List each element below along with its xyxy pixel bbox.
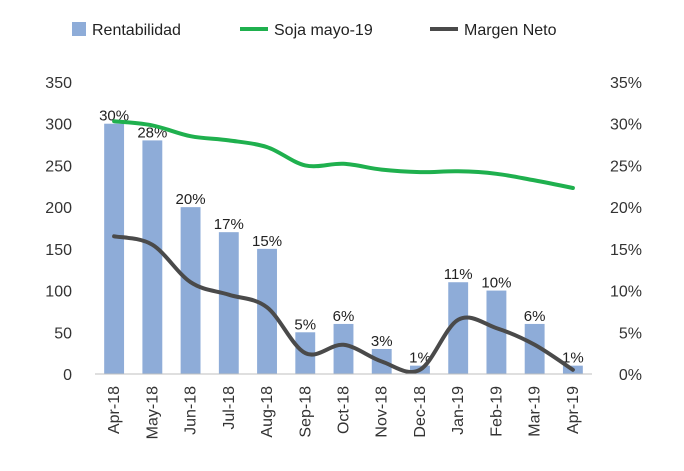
right-tick-label: 5% bbox=[619, 325, 642, 342]
bar-data-label: 6% bbox=[524, 308, 546, 325]
bar-jan-19 bbox=[448, 282, 469, 374]
x-tick-label: May-18 bbox=[144, 386, 161, 439]
bar-data-label: 20% bbox=[176, 191, 206, 208]
x-tick-label: Jun-18 bbox=[183, 386, 200, 435]
bar-apr-18 bbox=[104, 123, 125, 374]
legend-label-soja: Soja mayo-19 bbox=[274, 22, 373, 39]
left-tick-label: 300 bbox=[45, 117, 72, 134]
bar-feb-19 bbox=[486, 290, 507, 374]
bar-data-label: 3% bbox=[371, 333, 393, 350]
left-axis-ticks: 0 50 100 150 200 250 300 350 bbox=[45, 75, 72, 384]
left-tick-label: 50 bbox=[54, 325, 72, 342]
x-tick-label: Oct-18 bbox=[336, 386, 353, 434]
bar-series bbox=[104, 123, 583, 374]
bar-data-label: 10% bbox=[481, 275, 511, 292]
right-tick-label: 15% bbox=[610, 242, 642, 259]
bar-data-label: 1% bbox=[562, 350, 584, 367]
bar-data-label: 6% bbox=[333, 308, 355, 325]
line-series bbox=[112, 119, 575, 375]
bar-aug-18 bbox=[257, 248, 277, 374]
bar-mar-19 bbox=[524, 323, 545, 374]
bar-data-label: 17% bbox=[214, 216, 244, 233]
left-tick-label: 200 bbox=[45, 200, 72, 217]
bar-data-label: 5% bbox=[294, 316, 316, 333]
left-tick-label: 250 bbox=[45, 158, 72, 175]
bar-data-label: 15% bbox=[252, 233, 282, 250]
x-tick-label: Jan-19 bbox=[450, 386, 467, 435]
x-tick-label: Apr-19 bbox=[565, 386, 582, 434]
left-tick-label: 350 bbox=[45, 75, 72, 92]
bar-may-18 bbox=[142, 140, 163, 374]
left-tick-label: 150 bbox=[45, 242, 72, 259]
bar-oct-18 bbox=[333, 323, 354, 374]
right-axis-ticks: 0% 5% 10% 15% 20% 25% 30% 35% bbox=[610, 75, 642, 384]
right-tick-label: 10% bbox=[610, 284, 642, 301]
right-tick-label: 30% bbox=[610, 117, 642, 134]
right-tick-label: 20% bbox=[610, 200, 642, 217]
x-tick-label: Sep-18 bbox=[297, 386, 314, 438]
x-tick-label: Dec-18 bbox=[412, 386, 429, 438]
left-tick-label: 0 bbox=[63, 367, 72, 384]
bar-data-label: 11% bbox=[444, 266, 473, 283]
right-tick-label: 0% bbox=[619, 367, 642, 384]
x-tick-label: Nov-18 bbox=[374, 386, 391, 438]
legend: Rentabilidad Soja mayo-19 Margen Neto bbox=[72, 22, 557, 39]
bar-jul-18 bbox=[218, 232, 239, 374]
x-tick-label: Aug-18 bbox=[259, 386, 276, 438]
x-tick-label: Feb-19 bbox=[488, 386, 505, 437]
right-tick-label: 25% bbox=[610, 158, 642, 175]
x-axis-ticks: Apr-18 May-18 Jun-18 Jul-18 Aug-18 Sep-18 Oct-… bbox=[106, 386, 582, 439]
right-tick-label: 35% bbox=[610, 75, 642, 92]
x-tick-label: Jul-18 bbox=[221, 386, 238, 430]
soja-mayo-19-line bbox=[112, 119, 575, 190]
legend-label-rentabilidad: Rentabilidad bbox=[92, 22, 181, 39]
legend-label-margen: Margen Neto bbox=[464, 22, 557, 39]
legend-swatch-rentabilidad bbox=[72, 22, 86, 36]
x-tick-label: Apr-18 bbox=[106, 386, 123, 434]
x-tick-label: Mar-19 bbox=[527, 386, 544, 437]
margen-neto-line bbox=[112, 234, 575, 375]
left-tick-label: 100 bbox=[45, 284, 72, 301]
bar-jun-18 bbox=[180, 207, 201, 374]
